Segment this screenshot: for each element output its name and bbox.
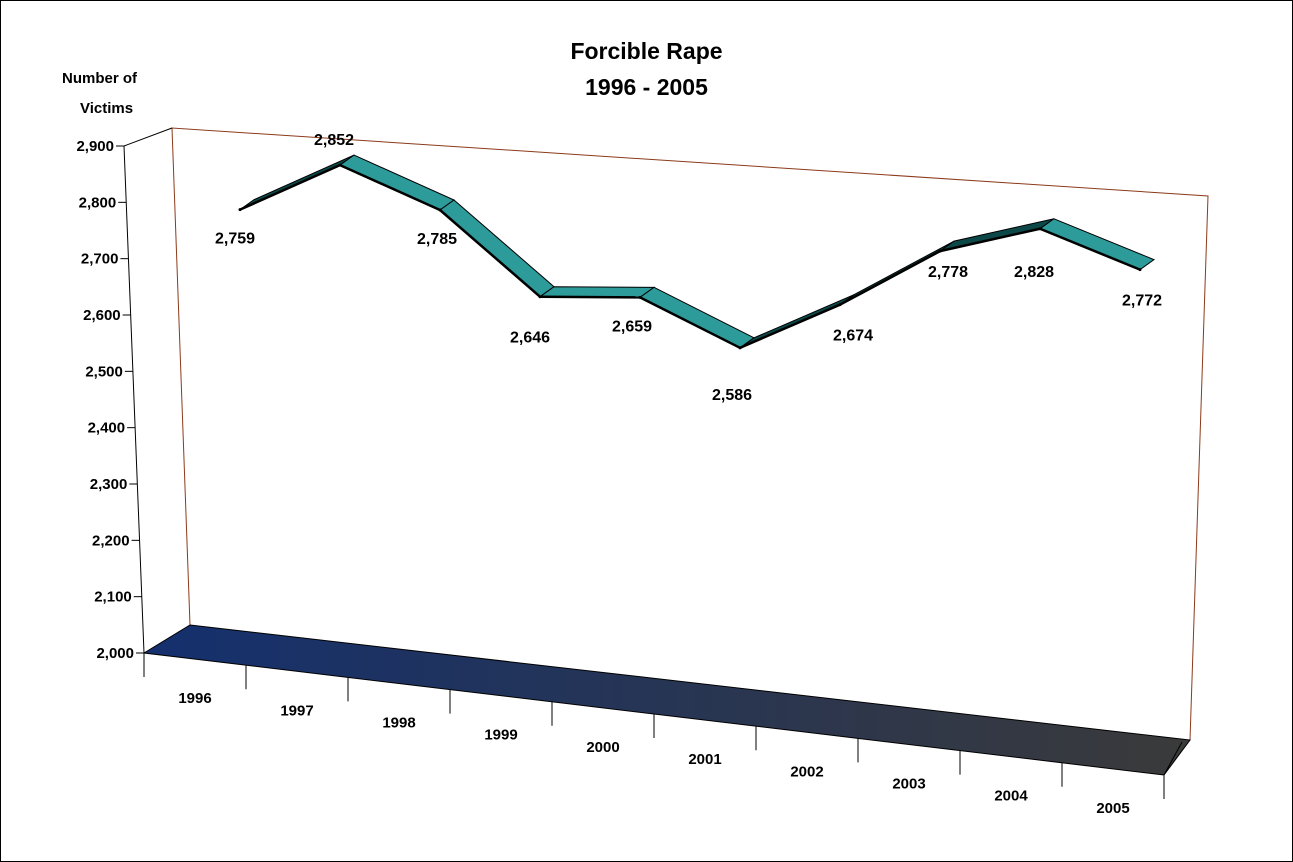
y-tick-label: 2,700 <box>81 251 119 268</box>
data-point <box>1138 268 1142 272</box>
x-tick-label: 2000 <box>586 739 619 756</box>
floor-right-edge <box>1163 741 1183 776</box>
x-tick-label: 1997 <box>280 702 313 719</box>
ribbon-segment <box>639 286 755 349</box>
y-tick-label: 2,200 <box>92 532 130 549</box>
series-line <box>439 209 541 298</box>
ribbon-segment <box>339 154 455 211</box>
side-wall-top-edge <box>123 127 173 147</box>
x-tick-label: 2005 <box>1096 800 1129 817</box>
data-point <box>438 208 442 212</box>
data-label: 2,828 <box>1014 264 1054 281</box>
data-label: 2,659 <box>612 318 652 335</box>
data-label: 2,852 <box>314 132 354 149</box>
data-point <box>938 249 942 253</box>
x-tick-label: 2002 <box>790 763 823 780</box>
series-line <box>1039 227 1141 271</box>
back-wall-edge <box>171 127 1209 741</box>
data-label: 2,785 <box>417 231 457 248</box>
series-line <box>339 163 441 212</box>
x-tick-label: 1998 <box>382 715 415 732</box>
x-tick-label: 1999 <box>484 727 517 744</box>
data-point <box>838 303 842 307</box>
data-label: 2,772 <box>1122 293 1162 310</box>
ribbon-segment <box>439 199 555 298</box>
data-label: 2,778 <box>928 264 968 281</box>
series-line <box>239 163 341 211</box>
data-point <box>238 208 242 212</box>
y-axis-label-line1: Number of <box>62 70 137 87</box>
data-label: 2,586 <box>712 387 752 404</box>
y-tick-label: 2,400 <box>88 420 126 437</box>
data-point <box>638 295 642 299</box>
y-axis-label-line2: Victims <box>80 100 134 117</box>
y-tick-label: 2,300 <box>90 476 128 493</box>
y-tick-label: 2,000 <box>96 645 134 662</box>
x-tick-label: 2004 <box>994 788 1028 805</box>
x-tick-label: 1996 <box>178 690 211 707</box>
y-tick-label: 2,800 <box>79 194 117 211</box>
series-line <box>639 296 741 349</box>
data-point <box>538 295 542 299</box>
chart-title: Forcible Rape <box>570 38 723 64</box>
series-line <box>939 227 1041 253</box>
x-tick-label: 2003 <box>892 776 925 793</box>
chart-subtitle: 1996 - 2005 <box>585 74 708 100</box>
chart-floor <box>142 624 1191 776</box>
y-tick-label: 2,600 <box>83 307 121 324</box>
data-point <box>338 163 342 167</box>
series-line <box>739 303 841 349</box>
data-label: 2,759 <box>215 231 255 248</box>
y-axis-line <box>123 145 145 654</box>
x-tick-label: 2001 <box>688 751 721 768</box>
y-tick-label: 2,100 <box>94 589 132 606</box>
y-tick-label: 2,900 <box>76 138 114 155</box>
data-point <box>738 346 742 350</box>
data-point <box>1038 227 1042 231</box>
y-tick-label: 2,500 <box>85 363 123 380</box>
series-line <box>839 250 941 306</box>
data-label: 2,674 <box>833 328 873 345</box>
ribbon-segment <box>1038 218 1156 271</box>
series-line <box>539 295 641 299</box>
data-label: 2,646 <box>510 330 550 347</box>
